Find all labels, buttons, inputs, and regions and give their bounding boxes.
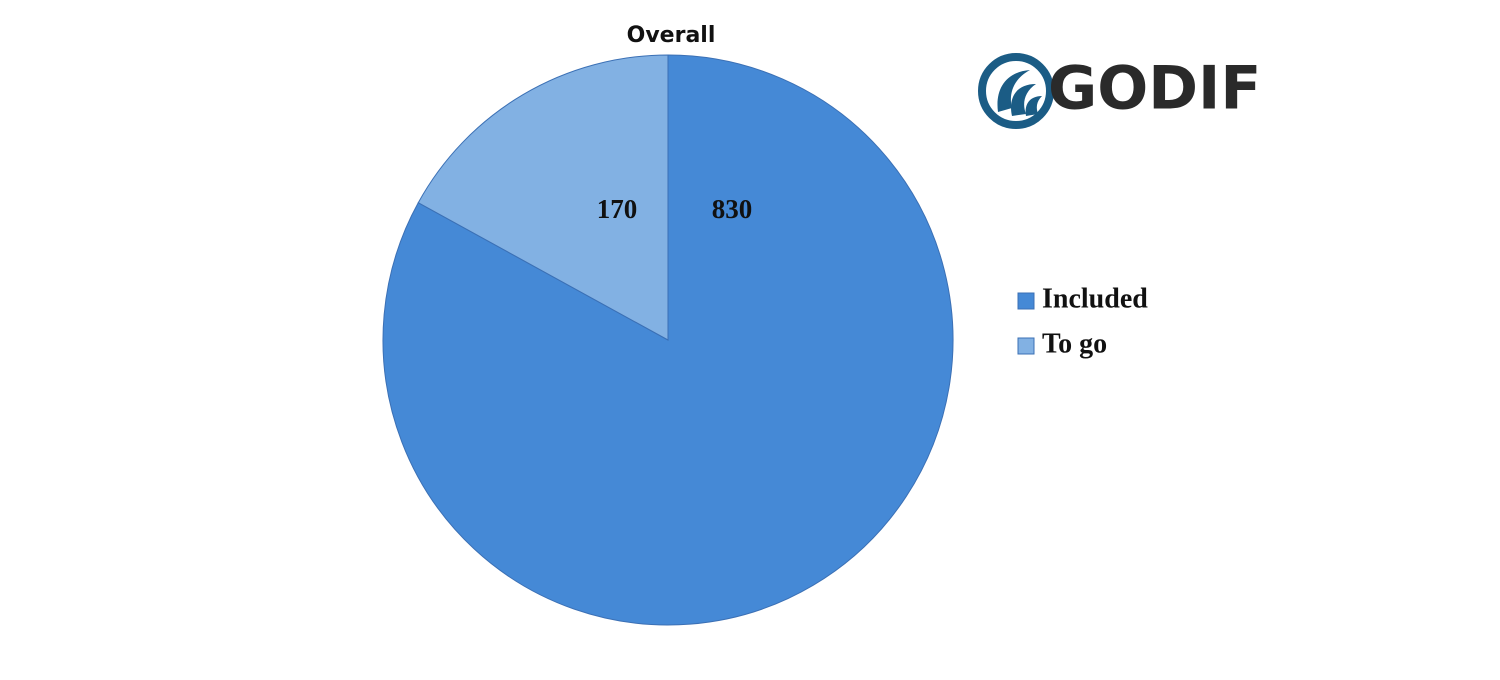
legend-swatch bbox=[1017, 337, 1035, 355]
logo-wave bbox=[1025, 96, 1042, 116]
legend-swatch bbox=[1017, 292, 1035, 310]
logo-text: GODIF bbox=[1048, 54, 1261, 124]
logo: GODIF bbox=[978, 53, 1261, 129]
logo-wave bbox=[997, 70, 1030, 112]
legend-label: To go bbox=[1042, 328, 1107, 359]
data-label: 830 bbox=[712, 194, 753, 224]
logo-wave bbox=[1011, 84, 1036, 116]
logo-ring bbox=[978, 53, 1054, 129]
legend-label: Included bbox=[1042, 283, 1148, 314]
chart-title: Overall bbox=[627, 23, 716, 48]
data-label: 170 bbox=[597, 194, 638, 224]
pie-slice bbox=[417, 54, 669, 341]
